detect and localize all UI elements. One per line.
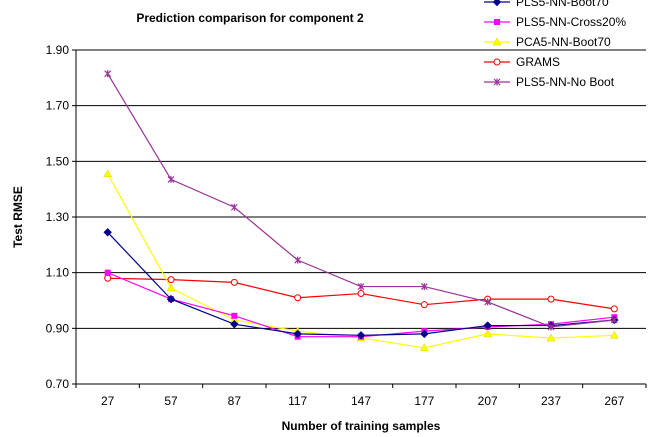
series-pls5-nn-boot70	[103, 228, 619, 340]
data-point	[230, 278, 238, 286]
data-point	[357, 290, 365, 298]
data-point	[103, 228, 112, 237]
y-tick-label: 1.90	[46, 43, 70, 57]
legend-item: PLS5-NN-Boot70	[484, 0, 609, 9]
data-point	[420, 329, 429, 339]
data-point	[294, 256, 302, 264]
legend-item: PLS5-NN-Cross20%	[484, 15, 626, 29]
data-point	[104, 70, 112, 78]
data-point	[167, 175, 175, 183]
data-point	[231, 312, 238, 319]
x-axis-title: Number of training samples	[282, 419, 441, 433]
legend: PLS5-NN-Boot70 PLS5-NN-Cross20% PCA5-NN-Bo…	[484, 0, 626, 89]
data-point	[420, 283, 428, 291]
x-tick-label: 27	[101, 394, 115, 408]
legend-label: GRAMS	[516, 55, 560, 69]
axes	[75, 50, 647, 388]
legend-item: PLS5-NN-No Boot	[484, 75, 615, 89]
x-tick-labels: 27 57 87 117 147 177 207 237 267	[101, 394, 625, 408]
data-point	[166, 283, 176, 292]
x-tick-label: 87	[228, 394, 242, 408]
x-tick-label: 207	[478, 394, 498, 408]
data-point	[546, 333, 556, 342]
data-point	[294, 294, 302, 302]
data-point	[104, 274, 112, 282]
data-point	[166, 294, 176, 304]
data-point	[356, 331, 366, 340]
legend-marker	[494, 19, 500, 25]
x-tick-label: 267	[604, 394, 624, 408]
legend-marker	[493, 58, 501, 66]
data-point	[420, 301, 428, 309]
x-tick-label: 57	[164, 394, 178, 408]
data-point	[483, 329, 493, 338]
legend-marker	[492, 0, 502, 7]
legend-label: PLS5-NN-No Boot	[516, 75, 615, 89]
x-tick-label: 117	[288, 394, 307, 408]
data-series	[103, 70, 619, 352]
y-tick-label: 1.70	[46, 99, 70, 113]
legend-label: PCA5-NN-Boot70	[516, 35, 611, 49]
legend-label: PLS5-NN-Cross20%	[516, 15, 626, 29]
data-point	[547, 323, 555, 331]
x-tick-label: 177	[414, 394, 434, 408]
data-point	[609, 330, 619, 339]
data-point	[103, 169, 113, 178]
data-point	[230, 319, 239, 329]
data-point	[357, 283, 365, 291]
legend-marker	[492, 37, 502, 46]
x-tick-label: 237	[541, 394, 561, 408]
chart-title: Prediction comparison for component 2	[136, 11, 364, 25]
y-tick-label: 1.30	[46, 210, 70, 224]
y-tick-label: 0.70	[46, 377, 70, 391]
gridlines	[72, 49, 646, 385]
data-point	[610, 316, 618, 324]
series-pls5-nn-no-boot	[104, 70, 618, 331]
legend-label: PLS5-NN-Boot70	[516, 0, 609, 9]
legend-item: GRAMS	[484, 55, 560, 69]
legend-item: PCA5-NN-Boot70	[484, 35, 611, 49]
data-point	[104, 269, 111, 276]
y-axis-title: Test RMSE	[11, 186, 25, 248]
data-point	[547, 295, 555, 303]
data-point	[483, 321, 492, 330]
y-tick-label: 1.10	[46, 266, 70, 280]
x-tick-label: 147	[351, 394, 371, 408]
data-point	[484, 298, 492, 306]
data-point	[610, 305, 618, 313]
data-point	[230, 203, 238, 211]
data-point	[167, 276, 175, 284]
data-point	[293, 329, 302, 339]
y-tick-label: 0.90	[46, 321, 70, 335]
y-tick-labels: 0.70 0.90 1.10 1.30 1.50 1.70 1.90	[46, 43, 70, 391]
legend-marker	[493, 78, 501, 86]
y-tick-label: 1.50	[46, 154, 70, 168]
data-point	[419, 343, 429, 352]
